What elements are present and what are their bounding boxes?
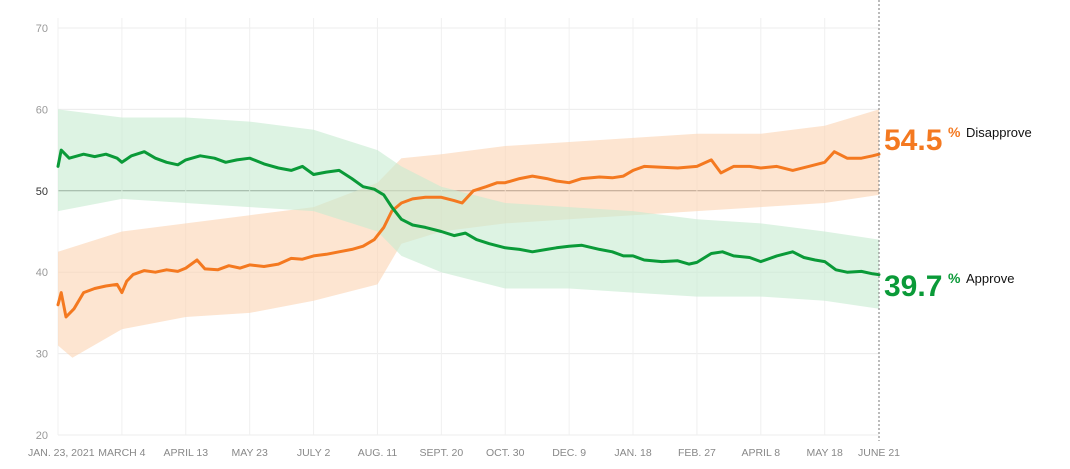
x-tick-label: JUNE 21: [858, 447, 900, 459]
approve-band: [58, 109, 879, 309]
x-tick-label: SEPT. 20: [419, 447, 463, 459]
x-tick-label: OCT. 30: [486, 447, 525, 459]
x-tick-label: APRIL 8: [741, 447, 780, 459]
disapprove-line: [56, 150, 881, 319]
approve-line: [56, 148, 881, 277]
y-tick-label: 50: [36, 186, 48, 198]
line-layer: [56, 148, 881, 319]
x-tick-label: FEB. 27: [678, 447, 716, 459]
disapprove-end-label: 54.5 % Disapprove: [884, 124, 1032, 157]
approve-end-label: 39.7 % Approve: [884, 270, 1014, 303]
disapprove-percent-sign: %: [948, 124, 961, 140]
x-tick-label: AUG. 11: [358, 447, 398, 459]
approve-value: 39.7: [884, 270, 942, 303]
x-tick-label: MAY 23: [231, 447, 268, 459]
y-tick-label: 60: [36, 104, 48, 116]
approve-percent-sign: %: [948, 270, 961, 286]
x-tick-label: JAN. 18: [614, 447, 652, 459]
x-tick-label: DEC. 9: [552, 447, 586, 459]
x-tick-label: APRIL 13: [164, 447, 209, 459]
band-layer: [58, 109, 879, 358]
y-tick-label: 70: [36, 23, 48, 35]
disapprove-value: 54.5: [884, 124, 942, 157]
y-tick-label: 20: [36, 430, 48, 442]
approve-label: Approve: [966, 271, 1014, 286]
disapprove-band: [58, 109, 879, 358]
y-tick-label: 30: [36, 349, 48, 361]
disapprove-label: Disapprove: [966, 125, 1032, 140]
x-tick-label: JULY 2: [297, 447, 331, 459]
axis-layer: 20 30 40 50 60 70 JAN. 23, 2021 MARCH 4 APRIL 13…: [28, 0, 900, 459]
x-tick-label: JAN. 23, 2021: [28, 447, 95, 459]
x-tick-label: MAY 18: [806, 447, 843, 459]
x-tick-label: MARCH 4: [98, 447, 145, 459]
y-tick-label: 40: [36, 267, 48, 279]
